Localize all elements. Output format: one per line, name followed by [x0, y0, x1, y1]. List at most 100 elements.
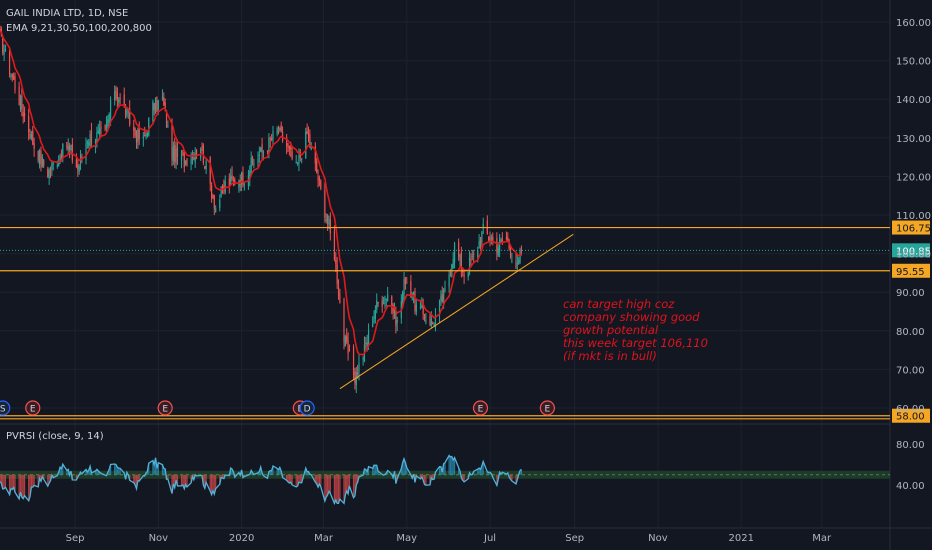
- candle-body: [257, 158, 259, 164]
- candle-body: [296, 163, 299, 165]
- candle-body: [41, 156, 43, 168]
- candle-body: [86, 142, 88, 144]
- candle-body: [108, 114, 110, 123]
- candle-body: [134, 128, 136, 136]
- price-tick-label: 150.00: [896, 57, 931, 68]
- event-marker[interactable]: [157, 400, 173, 416]
- time-axis[interactable]: Sep Nov 2020 Mar May Jul Sep Nov 2021 Mar: [66, 533, 832, 544]
- trendline[interactable]: [339, 233, 574, 390]
- candle-body: [430, 318, 432, 326]
- candle-body: [23, 113, 26, 117]
- candle-body: [467, 272, 469, 277]
- candle-body: [152, 101, 154, 122]
- event-marker[interactable]: [539, 400, 555, 416]
- candle-body: [286, 137, 288, 147]
- annotation-text[interactable]: can target high coz company showing good…: [563, 298, 708, 363]
- candle-body: [116, 92, 118, 99]
- candle-body: [271, 137, 273, 140]
- candle-body: [2, 37, 4, 53]
- event-label: D: [304, 405, 311, 415]
- candle-body: [107, 119, 109, 127]
- candle-body: [142, 136, 144, 139]
- candle-body: [291, 151, 293, 159]
- candle-body: [449, 272, 452, 274]
- rsi-tick-label: 80.00: [896, 440, 925, 451]
- candle-body: [272, 131, 274, 140]
- candle-body: [190, 158, 192, 164]
- annotation-line: can target high coz: [563, 297, 675, 311]
- candle-body: [11, 74, 13, 78]
- horizontal-levels[interactable]: 106.75 95.55 58.00 100.85: [0, 220, 931, 423]
- candle-body: [295, 161, 297, 163]
- candle-body: [500, 239, 502, 243]
- candle-body: [182, 151, 184, 156]
- candle-body: [30, 133, 32, 139]
- candle-body: [133, 126, 135, 131]
- candle-body: [336, 264, 338, 284]
- time-tick-label: Nov: [648, 533, 668, 544]
- ema-legend[interactable]: EMA 9,21,30,50,100,200,800: [6, 23, 152, 34]
- candle-body: [423, 313, 426, 320]
- candle-body: [481, 231, 483, 244]
- candle-body: [8, 49, 11, 74]
- event-marker[interactable]: [25, 400, 41, 416]
- candle-body: [220, 186, 222, 197]
- event-marker[interactable]: [299, 400, 315, 416]
- candle-body: [279, 128, 281, 131]
- candle-body: [186, 158, 188, 167]
- candle-body: [266, 150, 269, 153]
- candle-body: [335, 260, 337, 264]
- rsi-legend[interactable]: PVRSI (close, 9, 14): [6, 431, 104, 442]
- event-markers[interactable]: SEEEDEE: [0, 400, 555, 416]
- level-tag: [892, 220, 930, 235]
- candle-body: [40, 150, 42, 164]
- candle-body: [94, 140, 97, 146]
- price-axis[interactable]: 60.00 70.00 80.00 90.00 100.00 110.00 120.00 13…: [896, 18, 931, 492]
- candle-body: [382, 303, 385, 305]
- candle-body: [89, 134, 91, 146]
- price-tick-label: 70.00: [896, 365, 925, 376]
- candle-body: [14, 76, 16, 91]
- annotation-line: growth potential: [563, 323, 659, 337]
- candle-body: [346, 336, 348, 342]
- candle-body: [212, 195, 214, 199]
- candle-body: [354, 372, 356, 383]
- candle-body: [347, 340, 349, 354]
- candle-body: [458, 242, 460, 257]
- candle-body: [167, 125, 169, 127]
- current-price-label: 100.85: [896, 246, 931, 257]
- candle-body: [432, 322, 434, 324]
- event-marker[interactable]: [0, 400, 11, 416]
- candle-body: [234, 179, 236, 185]
- candle-body: [99, 128, 101, 134]
- candle-body: [492, 236, 494, 241]
- candle-body: [175, 148, 177, 164]
- candle-body: [367, 329, 370, 345]
- event-marker[interactable]: [472, 400, 489, 416]
- event-label: S: [0, 405, 6, 415]
- candle-body: [343, 299, 345, 343]
- candle-body: [376, 300, 378, 310]
- candle-body: [358, 362, 360, 372]
- level-label: 106.75: [896, 224, 931, 235]
- support-trendline[interactable]: [339, 233, 574, 390]
- candle-body: [193, 157, 195, 160]
- time-tick-label: May: [396, 533, 417, 544]
- candle-body: [37, 150, 39, 161]
- ema-9-line: [0, 30, 522, 356]
- time-tick-label: 2021: [728, 533, 753, 544]
- candle-body: [209, 157, 211, 184]
- candle-body: [268, 137, 270, 155]
- candle-body: [421, 305, 423, 308]
- candle-body: [262, 152, 265, 154]
- candle-body: [452, 258, 454, 269]
- pvrsi-pane: [0, 454, 890, 506]
- candle-body: [309, 134, 311, 148]
- candle-body: [176, 147, 179, 157]
- candle-body: [459, 254, 461, 261]
- candle-body: [318, 178, 321, 180]
- candle-body: [201, 146, 203, 148]
- candle-body: [280, 124, 282, 132]
